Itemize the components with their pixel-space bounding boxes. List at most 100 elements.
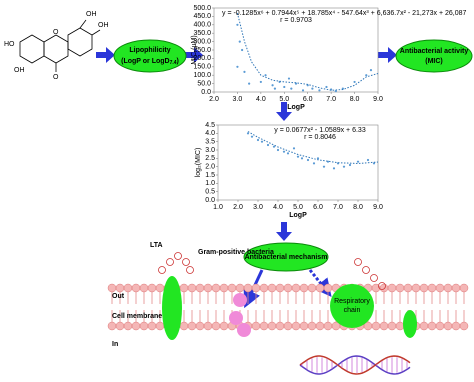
- lipid-head: [203, 321, 213, 331]
- point: [369, 69, 373, 72]
- lipid-head: [427, 283, 437, 293]
- node-detail: (LogP or LogD: [121, 58, 169, 65]
- lipid-head: [123, 283, 133, 293]
- node-detail: (LogP or LogD7.4): [121, 58, 179, 66]
- node-title: Antibacterial mechanism: [245, 254, 328, 261]
- lipid-head: [307, 283, 317, 293]
- x-tick-label: 6.0: [303, 96, 313, 103]
- lipid-head: [179, 283, 189, 293]
- lipid-head: [251, 321, 261, 331]
- point: [322, 165, 326, 168]
- point: [248, 82, 251, 85]
- lipid-head: [427, 321, 437, 331]
- point: [273, 87, 277, 90]
- point: [353, 80, 356, 84]
- lipid-head: [235, 283, 245, 293]
- point: [236, 23, 239, 26]
- point: [348, 163, 352, 167]
- lipid-head: [123, 321, 133, 331]
- x-tick-label: 9.0: [373, 96, 383, 103]
- node-title: Lipophilicity: [129, 47, 170, 54]
- y-tick-label: 4.5: [205, 122, 215, 129]
- y-tick-label: 1.0: [205, 180, 215, 187]
- lipid-head: [291, 321, 301, 331]
- y-tick-label: 300.0: [193, 38, 211, 45]
- x-tick-label: 5.0: [279, 96, 289, 103]
- lipid-head: [147, 283, 157, 293]
- lipid-head: [275, 321, 285, 331]
- y-tick-label: 0.0: [201, 89, 211, 96]
- r-value: r = 0.9703: [280, 17, 312, 24]
- respiratory-chain: [330, 284, 374, 328]
- respiratory-label: chain: [344, 307, 361, 314]
- point: [286, 152, 290, 155]
- atom-label: O: [53, 74, 59, 81]
- point: [332, 167, 336, 170]
- lipid-head: [227, 283, 237, 293]
- membrane: [107, 252, 469, 375]
- point: [334, 90, 337, 93]
- lipid-head: [379, 283, 389, 293]
- x-tick-label: 4.0: [256, 96, 266, 103]
- lipid-head: [203, 283, 213, 293]
- lipid-head: [131, 321, 141, 331]
- y-tick-label: 250.0: [193, 47, 211, 54]
- atom-label: OH: [86, 11, 97, 18]
- x-axis-label: LogP: [287, 104, 305, 111]
- point: [238, 40, 241, 43]
- lipid-head: [267, 283, 277, 293]
- lipid-head: [315, 321, 325, 331]
- protein: [162, 276, 182, 340]
- lipid-head: [395, 321, 405, 331]
- lipid-head: [435, 283, 445, 293]
- point: [296, 155, 300, 158]
- x-tick-label: 3.0: [233, 96, 243, 103]
- lipid-head: [315, 283, 325, 293]
- point: [260, 140, 264, 143]
- activity-node: [395, 39, 473, 73]
- point: [271, 84, 274, 87]
- arrow: [184, 47, 203, 63]
- arrow: [96, 47, 115, 63]
- x-tick-label: 7.0: [326, 96, 336, 103]
- y-axis-label: log₂(MIC): [195, 148, 202, 178]
- lipid-head: [195, 321, 205, 331]
- point: [241, 48, 244, 52]
- point: [256, 138, 260, 142]
- lipid-head: [459, 283, 469, 293]
- lipid-head: [443, 321, 453, 331]
- mechanism-node: [243, 242, 329, 272]
- point: [316, 157, 320, 160]
- y-tick-label: 200.0: [193, 55, 211, 62]
- point: [264, 74, 267, 77]
- subscript: 7.4: [170, 60, 177, 66]
- x-tick-label: 9.0: [373, 204, 383, 211]
- atom-label: O: [53, 29, 59, 36]
- point: [312, 162, 316, 165]
- y-axis-label: MIC (μM): [191, 35, 198, 64]
- lipid-head: [283, 283, 293, 293]
- x-tick-label: 8.0: [353, 204, 363, 211]
- out-label: Out: [112, 293, 125, 300]
- point: [318, 89, 321, 92]
- compound: [237, 323, 251, 337]
- point: [356, 160, 360, 163]
- point: [292, 147, 296, 150]
- y-tick-label: 450.0: [193, 13, 211, 20]
- lipid-head: [307, 321, 317, 331]
- lipid-head: [411, 283, 421, 293]
- lipid-head: [155, 283, 165, 293]
- y-tick-label: 0.5: [205, 189, 215, 196]
- lipid-head: [299, 283, 309, 293]
- lipid-head: [419, 283, 429, 293]
- point: [372, 162, 376, 165]
- lipid-head: [435, 321, 445, 331]
- bacteria-label: Gram-positive bacteria: [198, 249, 274, 256]
- lipid-head: [107, 321, 117, 331]
- lipid-head: [395, 283, 405, 293]
- y-tick-label: 1.5: [205, 172, 215, 179]
- lta-bead: [158, 266, 166, 274]
- lipid-head: [155, 321, 165, 331]
- x-tick-label: 3.0: [253, 204, 263, 211]
